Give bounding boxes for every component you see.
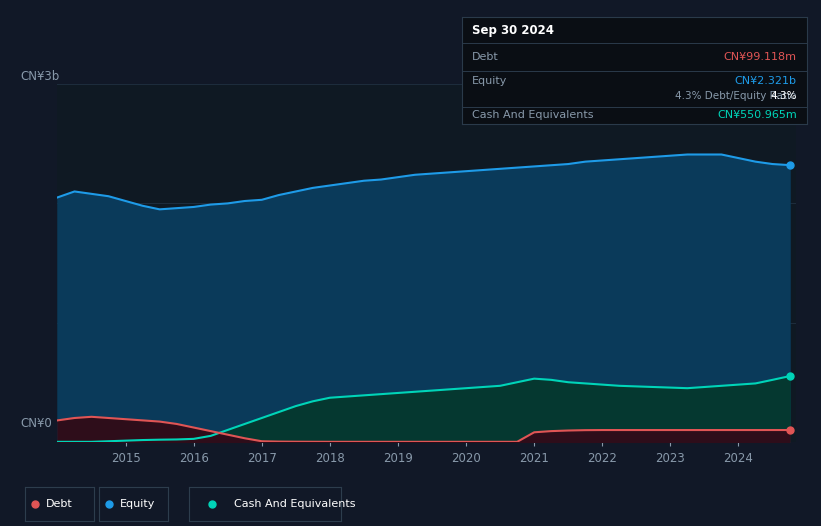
Text: CN¥2.321b: CN¥2.321b	[735, 76, 796, 86]
Text: Equity: Equity	[120, 499, 155, 509]
Text: Cash And Equivalents: Cash And Equivalents	[235, 499, 355, 509]
Text: CN¥550.965m: CN¥550.965m	[717, 110, 796, 120]
Text: Sep 30 2024: Sep 30 2024	[472, 24, 554, 37]
Text: Debt: Debt	[472, 52, 499, 62]
Text: CN¥99.118m: CN¥99.118m	[723, 52, 796, 62]
Text: 4.3% Debt/Equity Ratio: 4.3% Debt/Equity Ratio	[676, 91, 796, 101]
Text: Equity: Equity	[472, 76, 507, 86]
Text: Debt: Debt	[46, 499, 72, 509]
Text: 4.3%: 4.3%	[770, 91, 796, 101]
Text: CN¥0: CN¥0	[21, 417, 53, 430]
Text: CN¥3b: CN¥3b	[21, 70, 60, 83]
Text: Cash And Equivalents: Cash And Equivalents	[472, 110, 594, 120]
